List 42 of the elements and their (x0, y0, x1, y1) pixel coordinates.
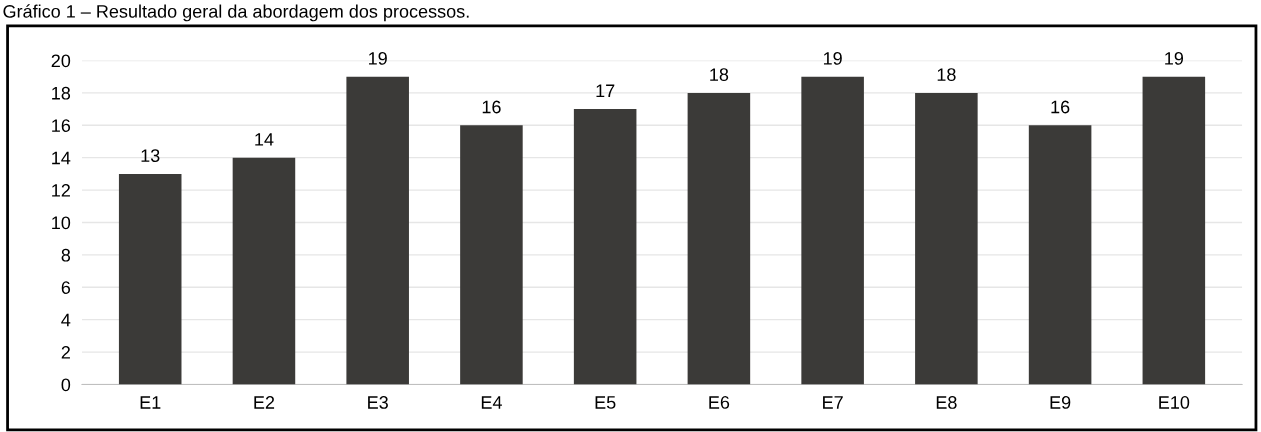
y-tick-label: 14 (52, 151, 71, 165)
y-tick-label: 12 (52, 184, 70, 197)
chart-title: Gráfico 1 – Resultado geral da abordagem dos processos. (3, 4, 469, 22)
bar (232, 157, 296, 385)
y-tick-label: 2 (61, 346, 70, 359)
bar (460, 125, 523, 385)
y-tick-label: 6 (61, 281, 71, 294)
y-tick-label: 16 (52, 119, 71, 132)
bar (915, 92, 978, 385)
y-tick-label: 20 (51, 54, 71, 68)
data-label: 18 (937, 68, 956, 81)
data-label: 19 (823, 51, 842, 65)
bar (1028, 125, 1092, 385)
y-tick-label: 18 (52, 86, 71, 100)
data-label: 16 (1051, 100, 1070, 114)
bar (687, 92, 751, 385)
data-label: 19 (1165, 51, 1184, 65)
data-label: 13 (141, 149, 160, 162)
data-label: 17 (596, 84, 615, 97)
bar (346, 76, 409, 385)
y-tick-label: 10 (52, 216, 71, 230)
data-label: 18 (710, 68, 729, 81)
bar (118, 173, 182, 385)
y-tick-label: 8 (61, 248, 71, 262)
x-tick-label: E2 (254, 396, 275, 409)
x-tick-label: E6 (709, 396, 730, 409)
x-tick-label: E8 (936, 396, 957, 409)
bar (801, 76, 864, 385)
x-tick-label: E5 (595, 396, 616, 409)
data-label: 19 (369, 51, 387, 65)
x-tick-label: E10 (1159, 396, 1190, 409)
x-tick-label: E4 (481, 396, 502, 409)
data-label: 16 (482, 100, 501, 114)
x-tick-label: E9 (1050, 396, 1071, 409)
bar (573, 109, 637, 385)
x-tick-label: E3 (368, 396, 388, 409)
data-label: 14 (255, 133, 274, 146)
y-tick-label: 4 (61, 313, 71, 327)
x-tick-label: E7 (823, 396, 843, 409)
x-tick-label: E1 (140, 396, 161, 409)
bar (1142, 76, 1206, 385)
y-tick-label: 0 (61, 378, 71, 392)
